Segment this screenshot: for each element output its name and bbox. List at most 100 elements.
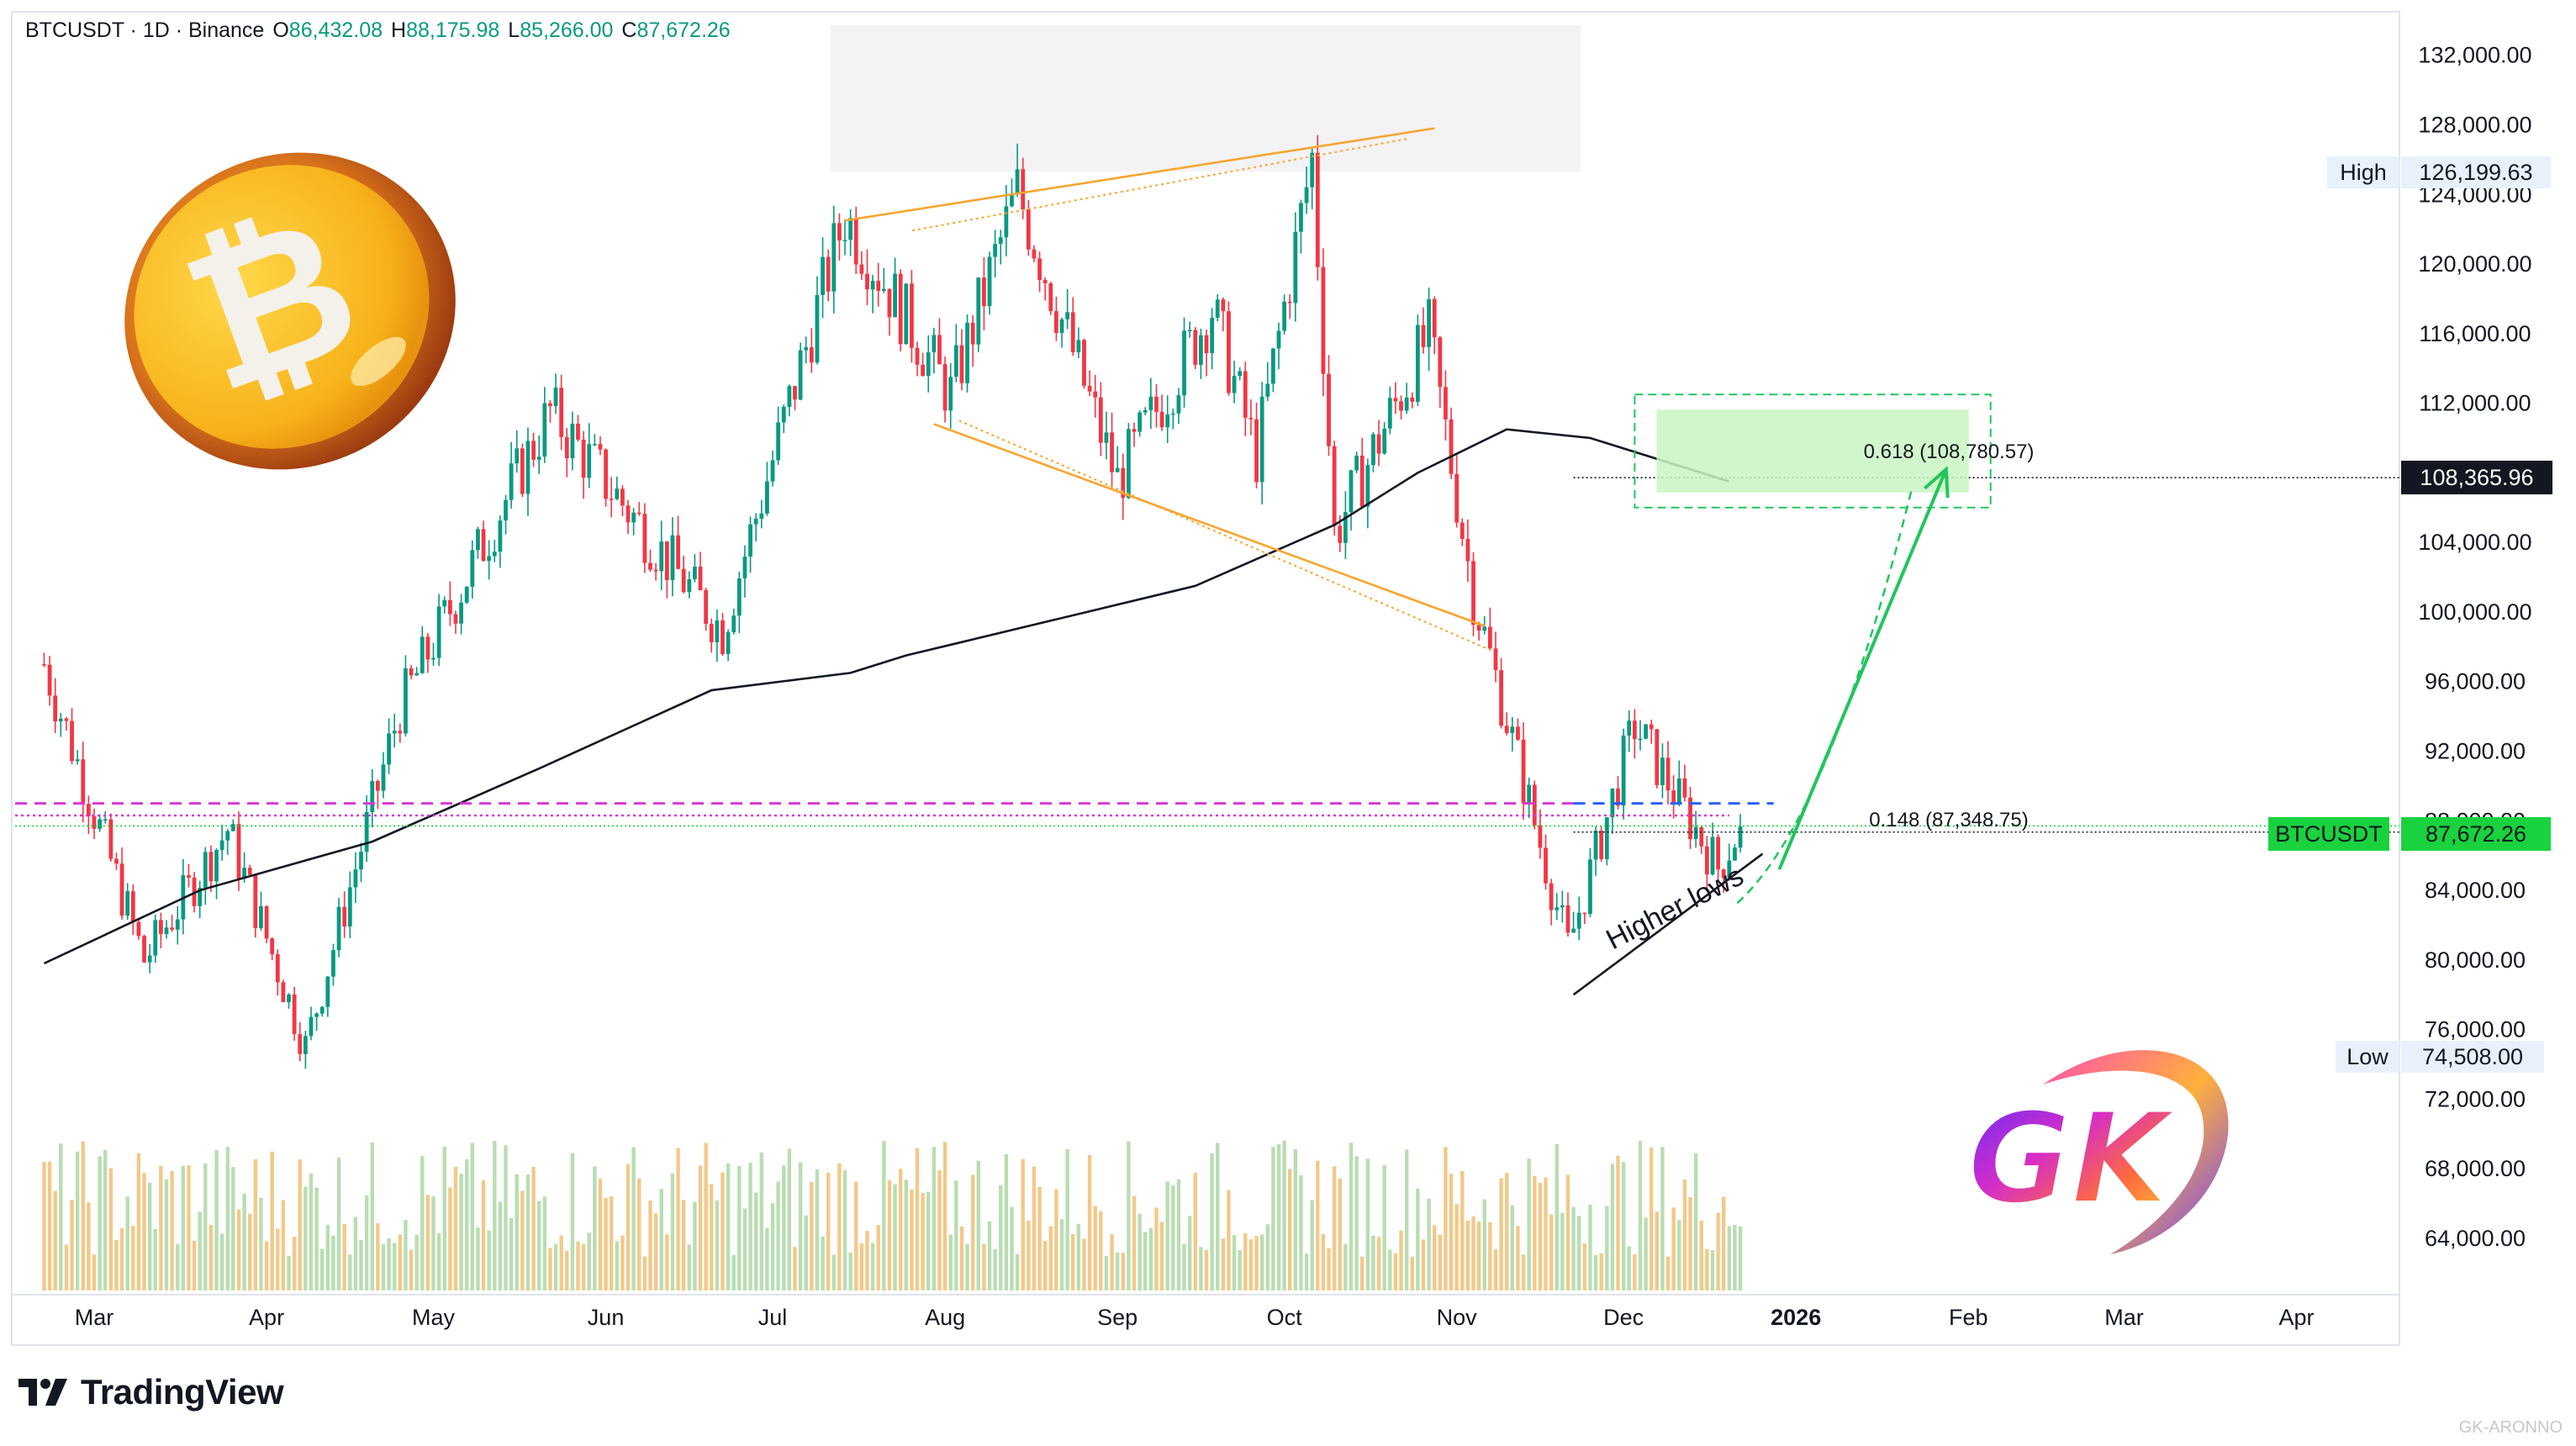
candle-body (1460, 522, 1465, 540)
candle-body (993, 244, 998, 257)
candle-body (81, 759, 86, 805)
volume-bar (904, 1179, 908, 1290)
candle-body (921, 364, 926, 377)
volume-bar (292, 1237, 297, 1290)
volume-bar (1505, 1173, 1509, 1290)
volume-bar (1516, 1226, 1520, 1290)
volume-bar (1665, 1256, 1671, 1290)
volume-bar (1444, 1147, 1448, 1290)
volume-bar (236, 1209, 241, 1290)
channel-upper-line (844, 127, 1435, 222)
candle-body (175, 919, 180, 930)
candle-body (98, 819, 103, 829)
candle-body (1549, 883, 1554, 910)
candle-body (453, 614, 458, 624)
candle-body (642, 514, 647, 563)
volume-bar (1449, 1174, 1454, 1290)
candle-body (1560, 905, 1565, 908)
volume-bar (793, 1247, 797, 1290)
volume-bar (425, 1195, 430, 1290)
volume-bar (1193, 1172, 1197, 1290)
candle-body (648, 562, 652, 570)
candle-body (125, 891, 130, 916)
candle-body (1432, 298, 1437, 338)
volume-bar (92, 1254, 97, 1290)
volume-bar (320, 1248, 325, 1290)
candle-body (1621, 735, 1626, 806)
candle-body (859, 264, 864, 274)
volume-bar (225, 1147, 230, 1290)
high-value: 88,175.98 (406, 18, 500, 42)
current-symbol: BTCUSDT (2275, 821, 2383, 847)
volume-bar (42, 1162, 46, 1290)
candle-body (798, 350, 803, 400)
volume-bar (1510, 1205, 1515, 1290)
volume-bar (553, 1243, 558, 1290)
candle-body (564, 436, 569, 459)
volume-bar (304, 1186, 308, 1290)
price-axis[interactable]: 132,000.00128,000.00124,000.00120,000.00… (2418, 43, 2531, 1251)
candle-body (1738, 826, 1743, 848)
candle-body (164, 927, 169, 935)
candle-body (492, 551, 497, 557)
x-tick-label: May (412, 1305, 456, 1330)
time-axis[interactable]: Mar Apr May Jun Jul Aug Sep Oct Nov Dec 2026 Feb Mar… (75, 1305, 2315, 1330)
volume-bar (1471, 1216, 1475, 1290)
volume-bar (1738, 1226, 1743, 1290)
candle-body (314, 1013, 319, 1017)
candle-body (753, 518, 758, 525)
shaded-top-area (831, 25, 1581, 172)
candle-body (1510, 726, 1515, 733)
candle-body (1571, 928, 1576, 933)
symbol-header[interactable]: BTCUSDT · 1D · Binance O86,432.08 H88,175.… (25, 18, 731, 43)
candle-body (1238, 371, 1243, 377)
candle-body (1104, 432, 1109, 443)
candle-body (42, 664, 46, 666)
moving-average-line (43, 428, 1730, 965)
volume-bar (1004, 1153, 1009, 1290)
candle-body (130, 891, 135, 922)
candle-body (1727, 860, 1732, 879)
volume-bar (1110, 1233, 1114, 1290)
volume-bar (965, 1243, 969, 1290)
volume-bar (1037, 1186, 1042, 1290)
candle-body (653, 569, 658, 572)
candle-body (476, 529, 480, 551)
candle-body (264, 905, 269, 939)
crosshair-price-value: 108,365.96 (2420, 465, 2533, 490)
candle-body (1599, 831, 1604, 859)
volume-bar (336, 1157, 341, 1290)
y-tick-label: 116,000.00 (2419, 321, 2531, 346)
volume-bar (626, 1164, 631, 1290)
candle-body (542, 403, 547, 457)
volume-bar (281, 1200, 286, 1290)
candle-body (1121, 467, 1126, 499)
volume-bar (309, 1173, 314, 1290)
candle-body (776, 422, 781, 461)
candle-body (1037, 258, 1042, 280)
volume-bar (381, 1243, 386, 1290)
candle-body (959, 345, 964, 383)
x-tick-label: Sep (1097, 1305, 1138, 1330)
candle-body (309, 1016, 314, 1037)
volume-bar (609, 1195, 614, 1290)
volume-bar (1438, 1234, 1443, 1290)
candle-body (370, 780, 375, 812)
volume-bar (1221, 1238, 1226, 1290)
volume-bar (1393, 1253, 1398, 1290)
candle-body (1259, 396, 1264, 483)
tradingview-logo[interactable]: TradingView (18, 1372, 284, 1412)
candle-body (704, 590, 709, 625)
candle-body (1159, 411, 1164, 428)
candle-body (325, 976, 330, 1007)
candle-body (1471, 561, 1475, 625)
volume-bar (53, 1190, 57, 1290)
volume-bar (353, 1216, 358, 1290)
volume-bar (198, 1211, 202, 1290)
candle-body (1604, 817, 1609, 859)
current-price-badge: BTCUSDT 87,672.26 (2268, 817, 2551, 851)
candle-body (331, 950, 335, 977)
volume-bar (1154, 1207, 1159, 1290)
volume-bar (1265, 1224, 1270, 1290)
candle-body (1176, 395, 1181, 414)
